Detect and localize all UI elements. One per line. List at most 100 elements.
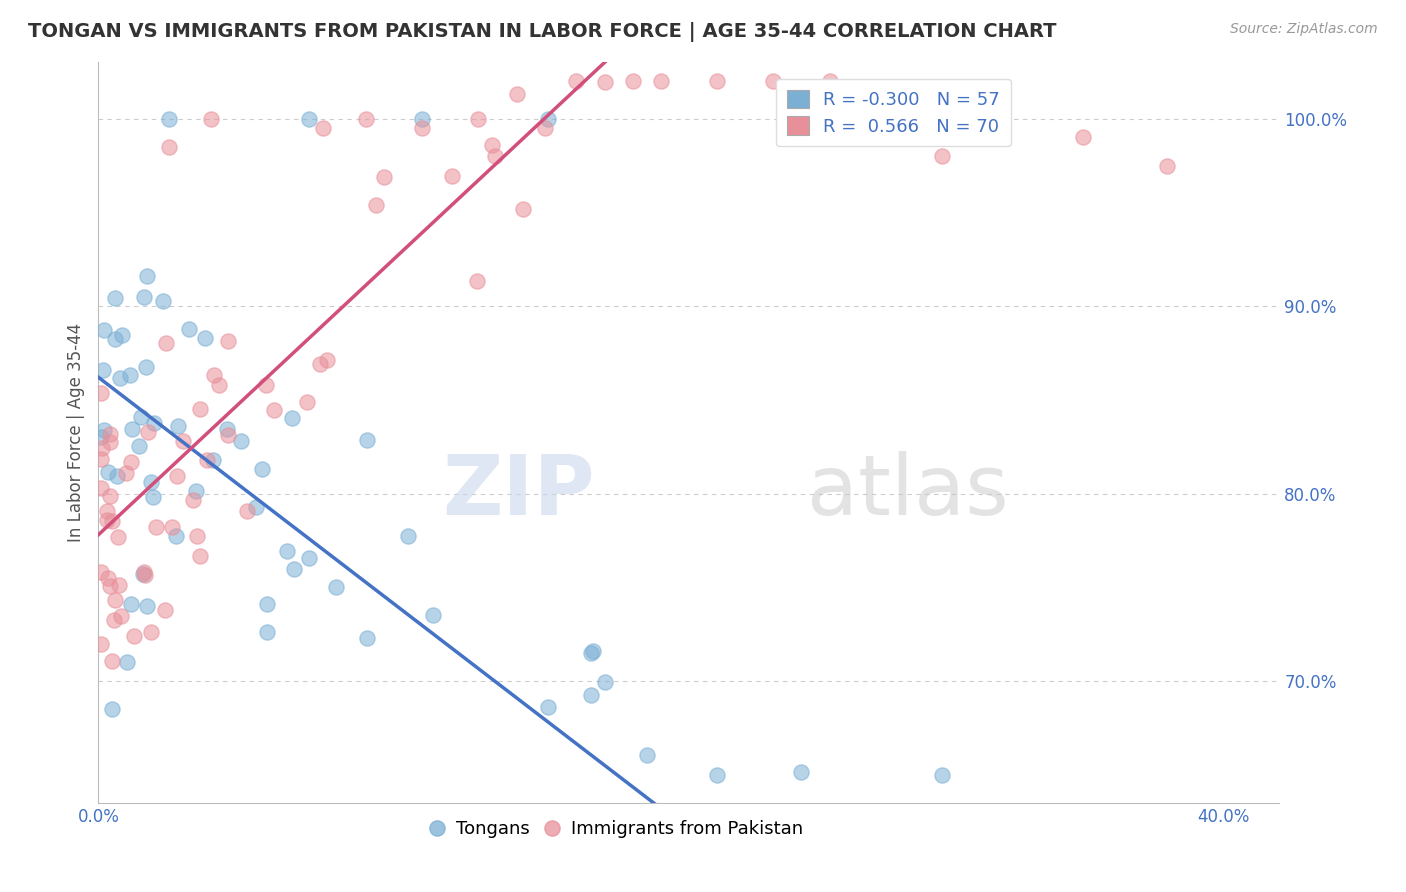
Point [231,434,253,449]
Point [128,439,150,453]
Point [506,87,529,101]
Point [256,597,278,611]
Point [98,426,121,441]
Point [96,504,118,518]
Point [1156,159,1178,173]
Point [177,322,200,336]
Point [136,599,159,613]
Point [298,551,321,566]
Point [143,417,166,431]
Point [97,571,120,585]
Point [115,466,138,480]
Point [1071,130,1094,145]
Point [135,359,157,374]
Point [134,565,156,579]
Point [98,579,121,593]
Point [190,549,212,564]
Point [141,624,163,639]
Point [115,655,138,669]
Point [166,469,188,483]
Point [565,74,588,88]
Point [263,402,285,417]
Point [98,489,121,503]
Point [396,529,419,543]
Point [90,637,112,651]
Point [157,112,180,126]
Point [236,504,259,518]
Point [467,112,489,126]
Point [124,629,146,643]
Point [132,290,155,304]
Point [481,138,503,153]
Point [110,609,132,624]
Point [440,169,463,183]
Point [593,674,616,689]
Point [582,644,605,658]
Point [90,451,112,466]
Point [184,483,207,498]
Point [309,357,332,371]
Text: Source: ZipAtlas.com: Source: ZipAtlas.com [1230,22,1378,37]
Point [790,765,813,780]
Point [621,74,644,88]
Point [537,700,560,714]
Text: TONGAN VS IMMIGRANTS FROM PAKISTAN IN LABOR FORCE | AGE 35-44 CORRELATION CHART: TONGAN VS IMMIGRANTS FROM PAKISTAN IN LA… [28,22,1057,42]
Point [96,513,118,527]
Point [931,149,953,163]
Point [579,688,602,702]
Point [364,197,387,211]
Point [134,568,156,582]
Point [298,112,321,126]
Point [593,75,616,89]
Point [201,452,224,467]
Point [103,613,125,627]
Point [356,433,378,447]
Point [101,514,124,528]
Point [152,294,174,309]
Legend: Tongans, Immigrants from Pakistan: Tongans, Immigrants from Pakistan [426,814,811,846]
Point [650,74,672,88]
Text: atlas: atlas [807,451,1008,533]
Point [465,274,488,288]
Point [325,581,347,595]
Point [121,422,143,436]
Point [200,112,222,126]
Point [111,328,134,343]
Point [217,422,239,436]
Point [202,368,225,382]
Point [312,121,335,136]
Point [217,428,239,442]
Point [104,291,127,305]
Point [101,654,124,668]
Point [90,385,112,400]
Point [98,435,121,450]
Point [139,475,162,489]
Point [217,334,239,349]
Point [120,455,142,469]
Point [91,363,114,377]
Point [145,520,167,534]
Point [197,453,219,467]
Point [245,500,267,514]
Point [579,646,602,660]
Point [931,767,953,781]
Point [97,465,120,479]
Point [250,461,273,475]
Point [157,140,180,154]
Point [129,410,152,425]
Point [512,202,534,216]
Point [120,368,142,383]
Point [411,121,433,136]
Point [132,566,155,581]
Point [90,565,112,579]
Point [256,624,278,639]
Point [142,491,165,505]
Point [354,112,377,126]
Point [537,112,560,126]
Point [107,530,129,544]
Point [186,529,208,543]
Point [276,544,298,558]
Point [208,378,231,392]
Point [155,336,177,351]
Point [917,112,939,126]
